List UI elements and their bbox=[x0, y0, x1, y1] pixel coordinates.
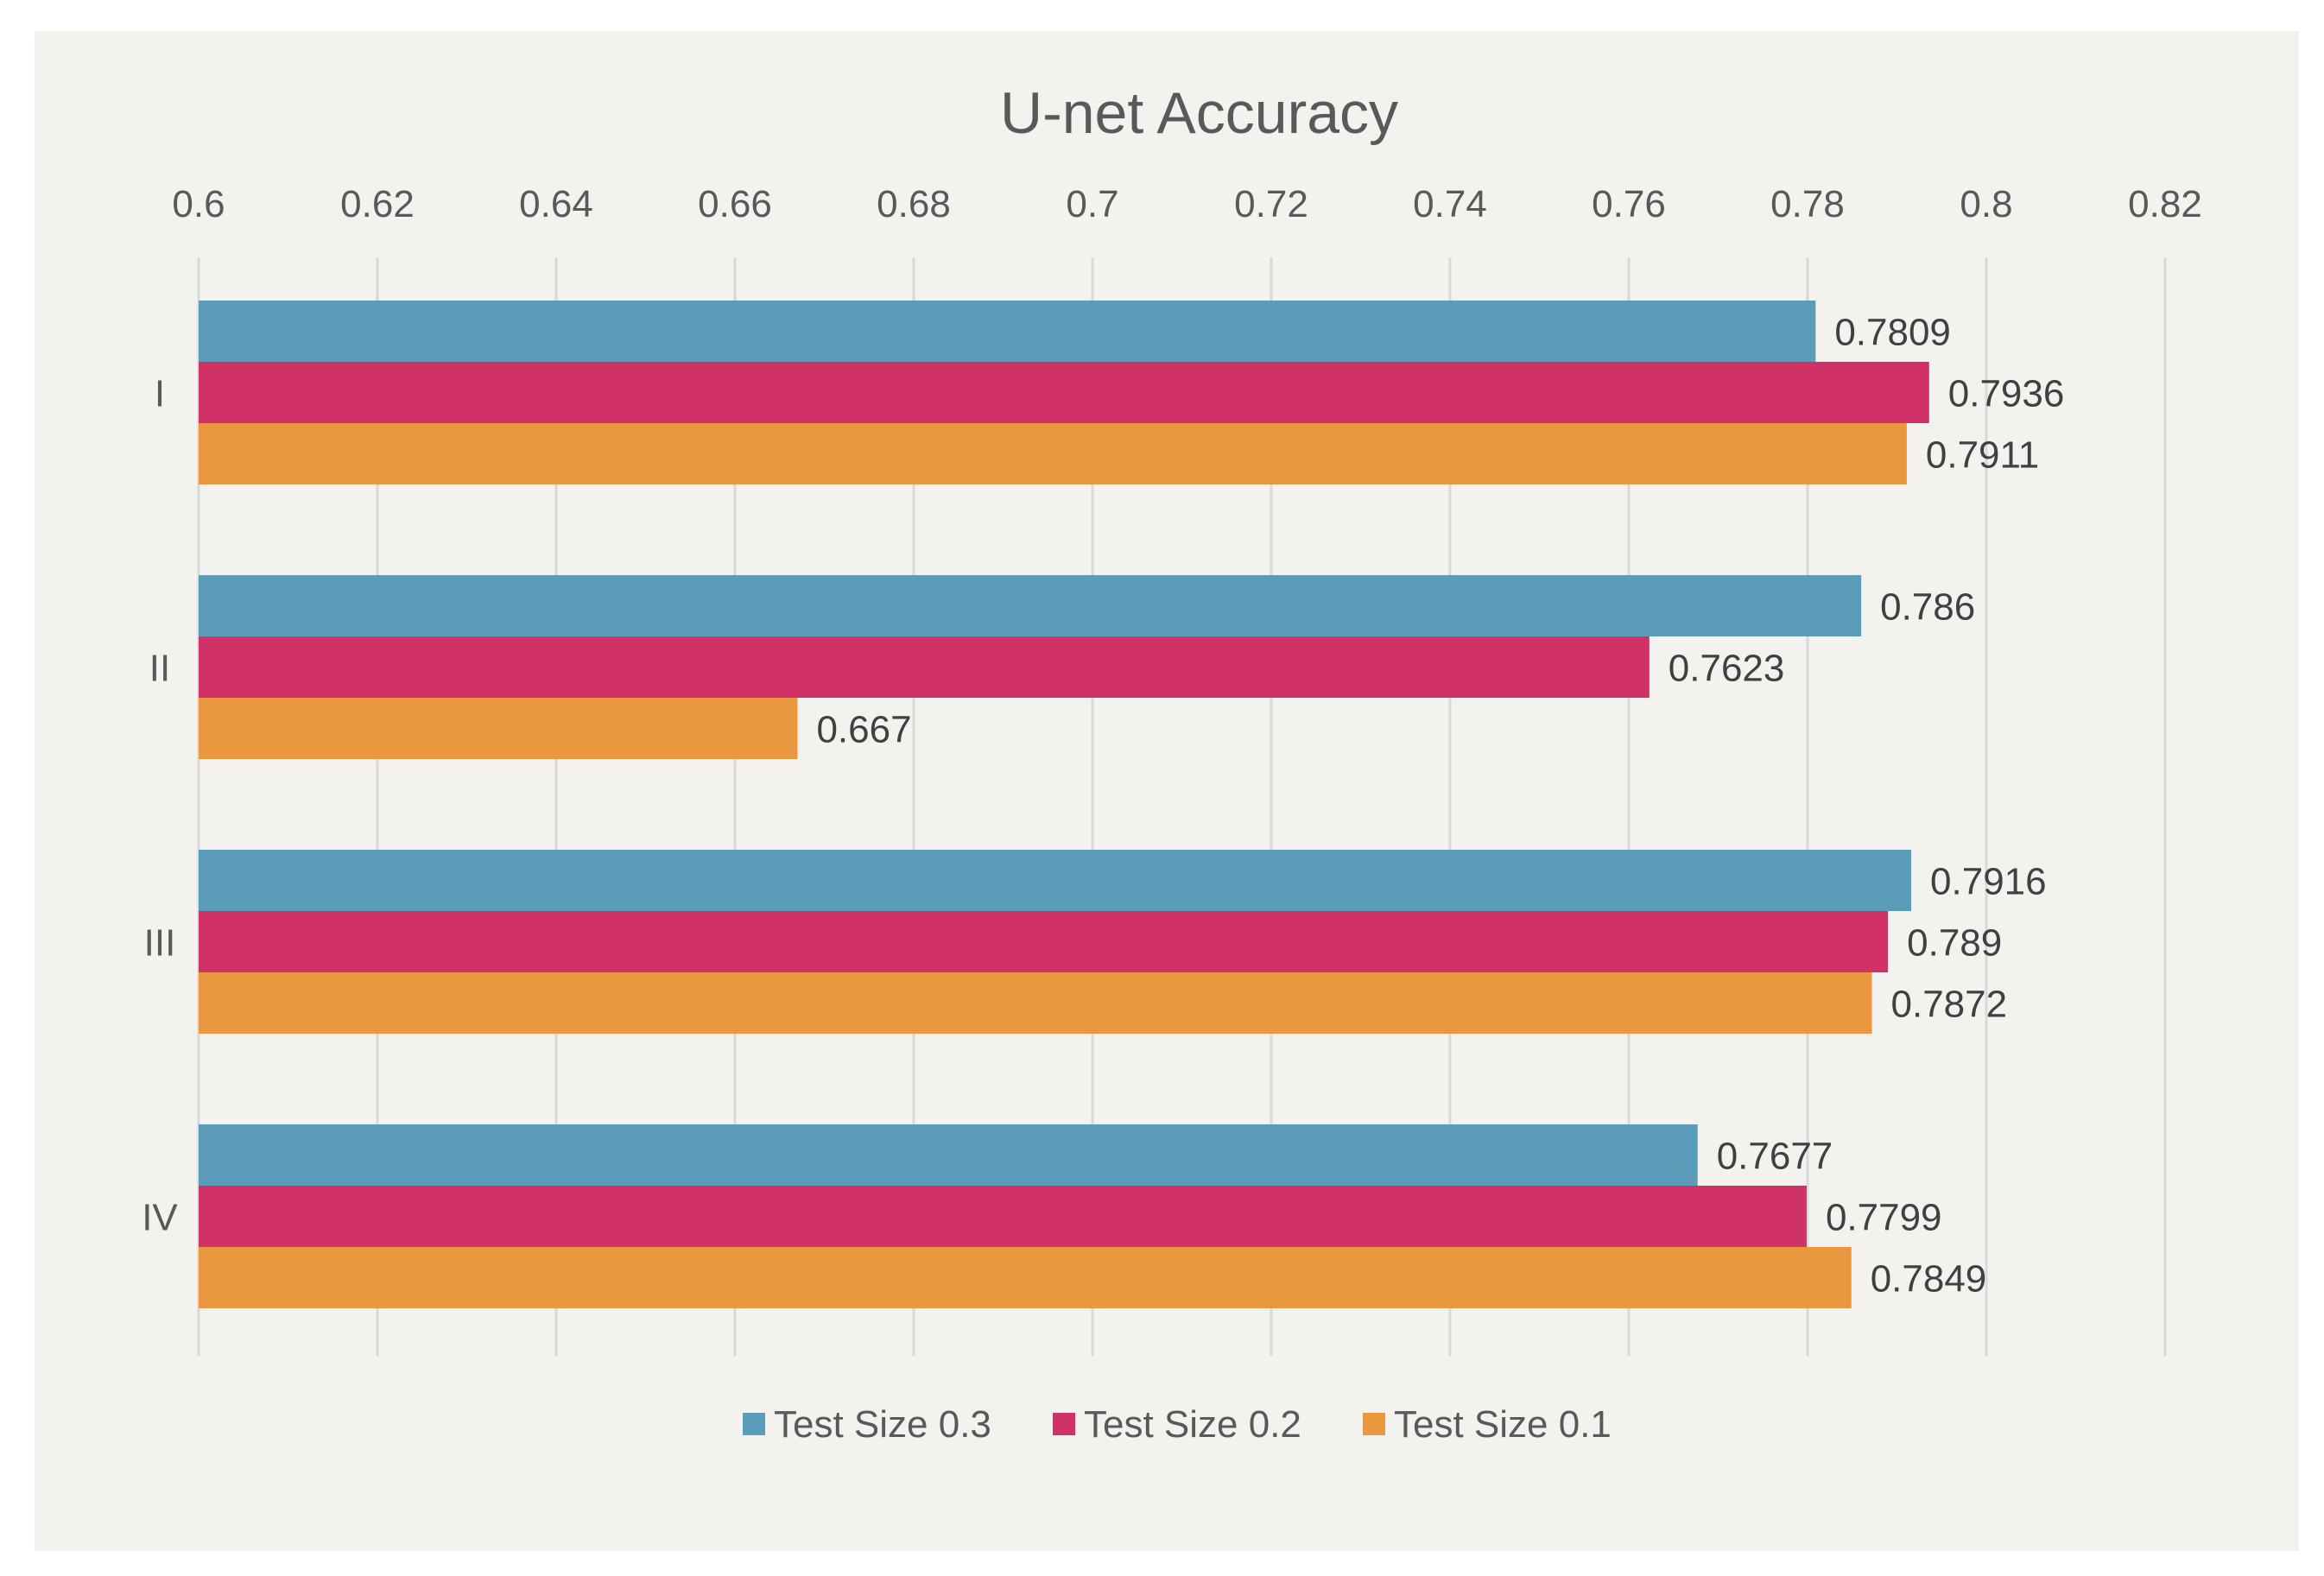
bar-i-series-1 bbox=[199, 301, 1816, 362]
bar-iv-series-3 bbox=[199, 1247, 1852, 1308]
bar-i-series-2 bbox=[199, 362, 1929, 423]
data-label: 0.7936 bbox=[1948, 373, 2065, 415]
data-label: 0.786 bbox=[1880, 586, 1975, 629]
x-tick-label: 0.64 bbox=[519, 183, 593, 225]
x-tick-label: 0.6 bbox=[172, 183, 225, 225]
data-label: 0.7849 bbox=[1871, 1258, 1987, 1301]
chart-svg: U-net Accuracy 0.6 0.62 0.64 0.66 0.68 0.7 0.7… bbox=[142, 80, 2202, 1446]
data-label: 0.667 bbox=[816, 709, 911, 751]
x-tick-label: 0.8 bbox=[1960, 183, 2012, 225]
bar-ii-series-1 bbox=[199, 575, 1862, 636]
legend-swatch bbox=[743, 1413, 765, 1435]
x-tick-label: 0.62 bbox=[340, 183, 415, 225]
data-label: 0.7623 bbox=[1669, 648, 1785, 690]
tick-layer: 0.6 0.62 0.64 0.66 0.68 0.7 0.72 0.74 0.76 0.78 0.… bbox=[172, 183, 2201, 225]
x-tick-label: 0.66 bbox=[698, 183, 772, 225]
bar-iii-series-1 bbox=[199, 850, 1912, 911]
x-tick-label: 0.7 bbox=[1066, 183, 1118, 225]
x-tick-label: 0.68 bbox=[877, 183, 951, 225]
label-layer: 0.7809 0.7936 0.7911 0.786 0.7623 0.667 0.7916… bbox=[816, 312, 2064, 1301]
x-tick-label: 0.78 bbox=[1770, 183, 1845, 225]
legend-label: Test Size 0.3 bbox=[774, 1403, 991, 1446]
category-label: III bbox=[144, 922, 176, 965]
x-tick-label: 0.82 bbox=[2128, 183, 2202, 225]
legend-swatch bbox=[1363, 1413, 1385, 1435]
bar-i-series-3 bbox=[199, 423, 1907, 484]
x-tick-label: 0.74 bbox=[1413, 183, 1487, 225]
data-label: 0.7916 bbox=[1930, 861, 2047, 903]
data-label: 0.7809 bbox=[1834, 312, 1951, 354]
legend-label: Test Size 0.1 bbox=[1394, 1403, 1612, 1446]
bar-layer bbox=[199, 301, 1929, 1308]
category-label: I bbox=[155, 373, 165, 415]
chart-area: U-net Accuracy 0.6 0.62 0.64 0.66 0.68 0.7 0.7… bbox=[35, 31, 2299, 1551]
legend-swatch bbox=[1053, 1413, 1075, 1435]
x-tick-label: 0.76 bbox=[1592, 183, 1666, 225]
bar-ii-series-2 bbox=[199, 636, 1650, 698]
bar-iii-series-2 bbox=[199, 911, 1889, 972]
chart-title: U-net Accuracy bbox=[1000, 80, 1398, 146]
data-label: 0.7677 bbox=[1717, 1136, 1833, 1178]
bar-iv-series-1 bbox=[199, 1124, 1698, 1186]
legend-label: Test Size 0.2 bbox=[1084, 1403, 1301, 1446]
data-label: 0.7872 bbox=[1891, 984, 2008, 1026]
category-label: IV bbox=[142, 1197, 178, 1239]
bar-ii-series-3 bbox=[199, 698, 798, 759]
x-tick-label: 0.72 bbox=[1234, 183, 1308, 225]
category-label: II bbox=[149, 648, 170, 690]
data-label: 0.789 bbox=[1907, 922, 2002, 965]
data-label: 0.7911 bbox=[1926, 434, 2039, 477]
data-label: 0.7799 bbox=[1826, 1197, 1942, 1239]
bar-iv-series-2 bbox=[199, 1186, 1807, 1247]
bar-iii-series-3 bbox=[199, 972, 1872, 1034]
legend-layer: Test Size 0.3 Test Size 0.2 Test Size 0.1 bbox=[743, 1403, 1612, 1446]
